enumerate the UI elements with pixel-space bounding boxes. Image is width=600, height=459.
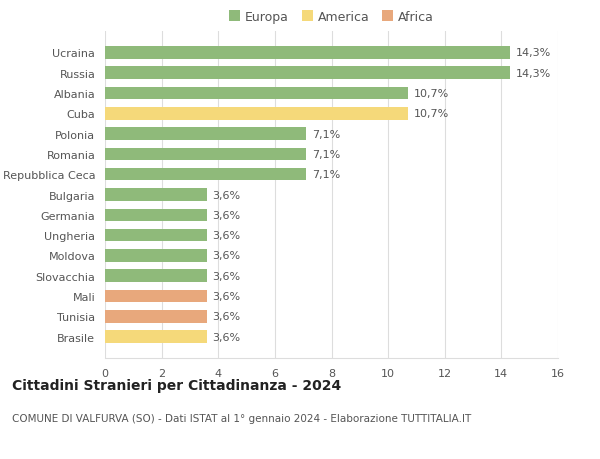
Legend: Europa, America, Africa: Europa, America, Africa <box>224 6 439 29</box>
Text: Cittadini Stranieri per Cittadinanza - 2024: Cittadini Stranieri per Cittadinanza - 2… <box>12 379 341 392</box>
Text: 10,7%: 10,7% <box>413 109 449 119</box>
Text: 3,6%: 3,6% <box>212 291 241 302</box>
Text: 3,6%: 3,6% <box>212 312 241 322</box>
Text: 7,1%: 7,1% <box>311 170 340 180</box>
Text: 7,1%: 7,1% <box>311 150 340 160</box>
Text: 3,6%: 3,6% <box>212 251 241 261</box>
Text: COMUNE DI VALFURVA (SO) - Dati ISTAT al 1° gennaio 2024 - Elaborazione TUTTITALI: COMUNE DI VALFURVA (SO) - Dati ISTAT al … <box>12 413 471 423</box>
Text: 10,7%: 10,7% <box>413 89 449 99</box>
Bar <box>105 230 207 242</box>
Text: 14,3%: 14,3% <box>515 68 551 78</box>
Bar <box>105 108 408 120</box>
Bar <box>105 189 207 202</box>
Bar <box>105 148 306 161</box>
Bar <box>105 88 408 100</box>
Bar <box>105 310 207 323</box>
Bar <box>105 290 207 302</box>
Bar <box>105 330 207 343</box>
Bar <box>105 270 207 282</box>
Text: 3,6%: 3,6% <box>212 190 241 200</box>
Bar <box>105 128 306 140</box>
Bar <box>105 168 306 181</box>
Text: 3,6%: 3,6% <box>212 230 241 241</box>
Bar <box>105 250 207 262</box>
Text: 7,1%: 7,1% <box>311 129 340 139</box>
Text: 14,3%: 14,3% <box>515 48 551 58</box>
Bar <box>105 67 510 80</box>
Text: 3,6%: 3,6% <box>212 210 241 220</box>
Text: 3,6%: 3,6% <box>212 332 241 342</box>
Bar <box>105 209 207 222</box>
Text: 3,6%: 3,6% <box>212 271 241 281</box>
Bar <box>105 47 510 60</box>
